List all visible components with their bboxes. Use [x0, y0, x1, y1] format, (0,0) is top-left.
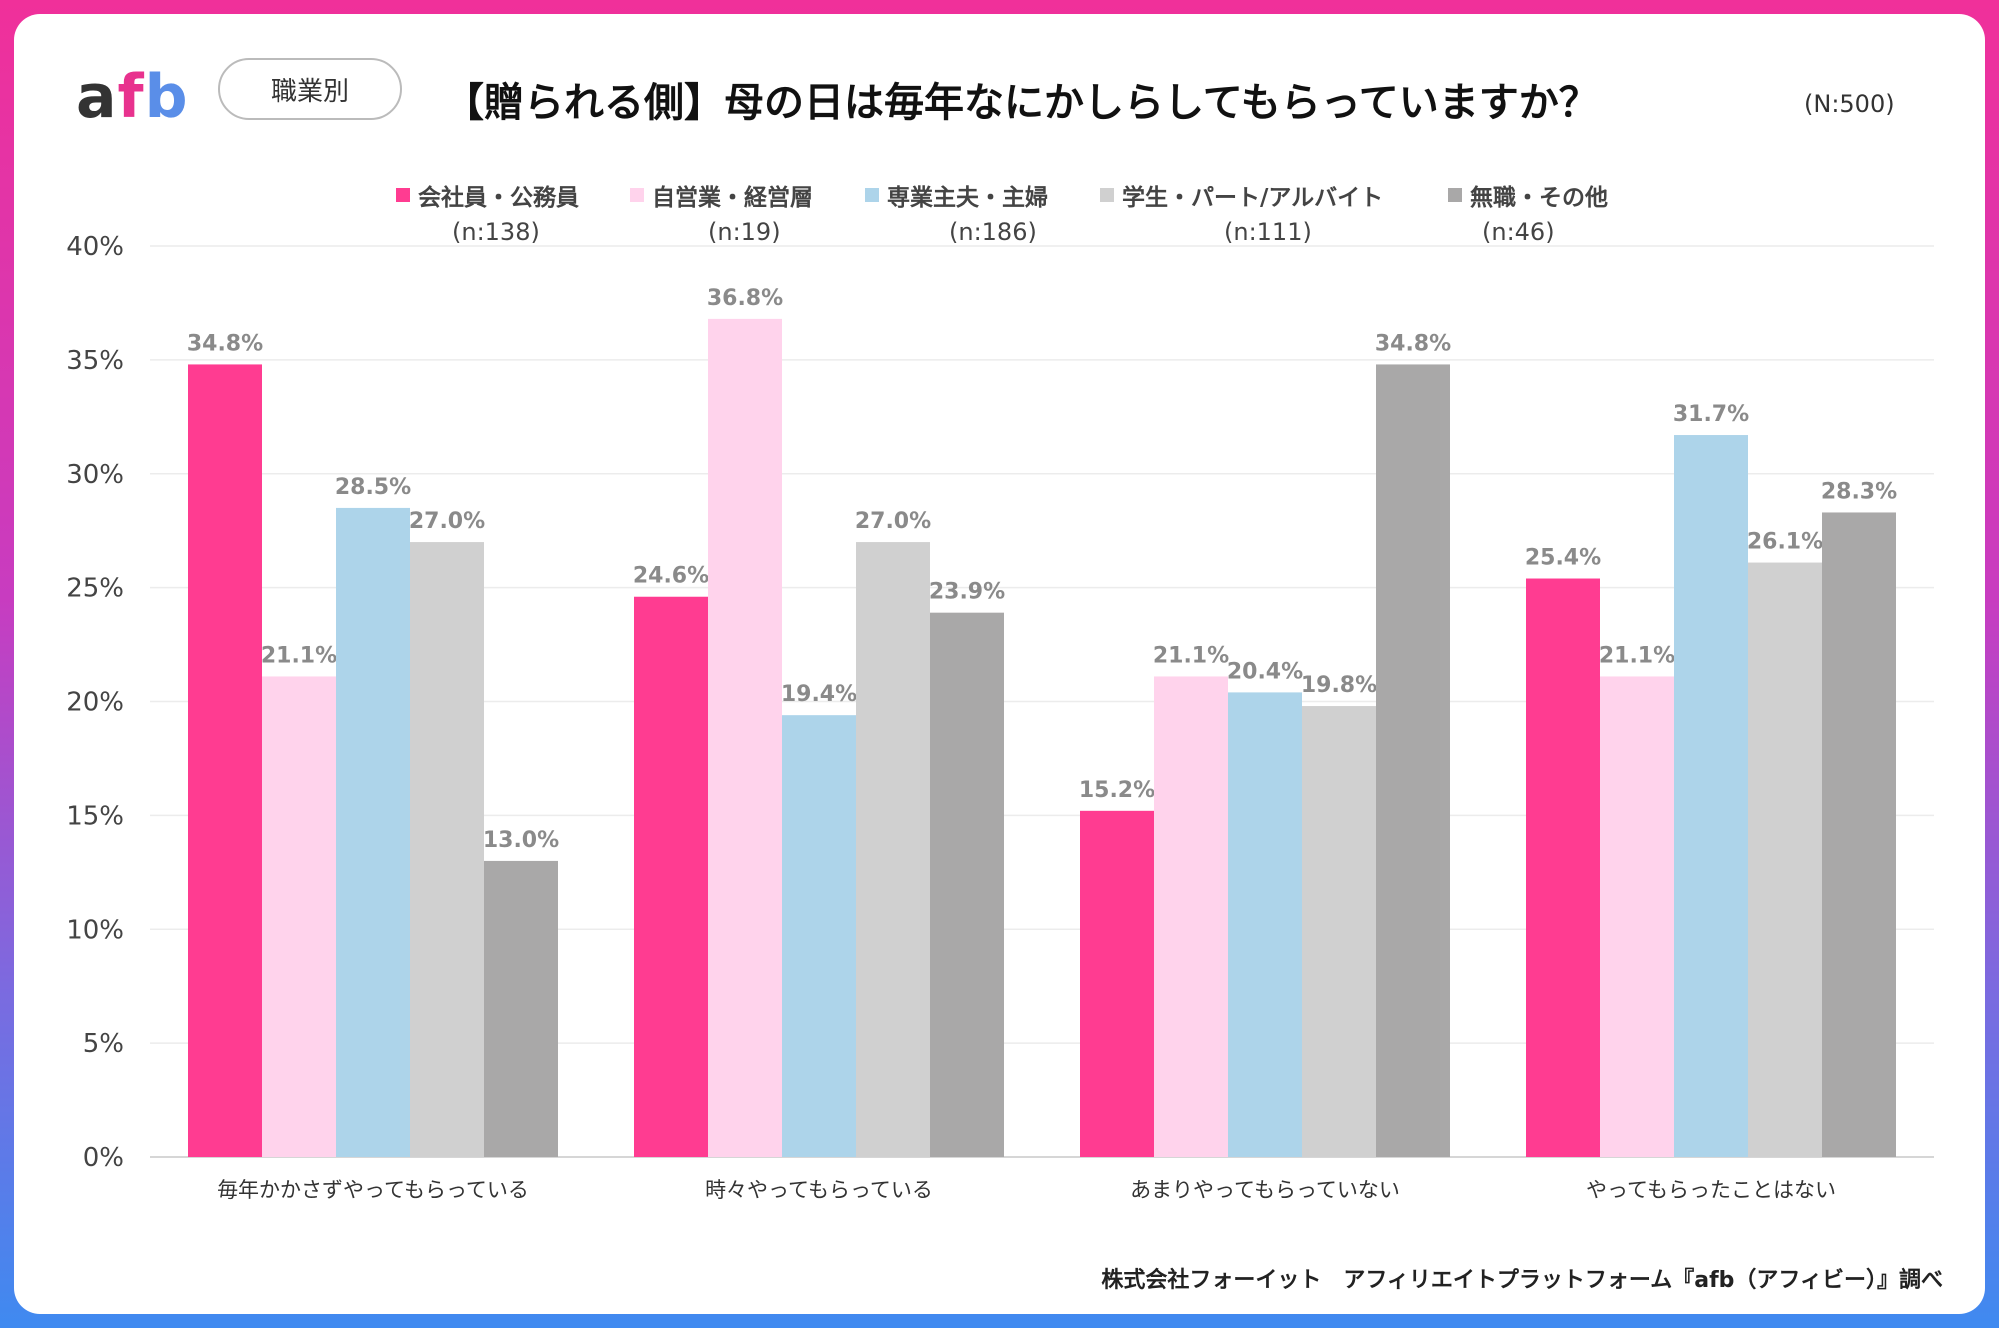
legend: 会社員・公務員 (n:138) 自営業・経営層 (n:19) 専業主夫・主婦 (… [14, 178, 1985, 258]
data-label: 21.1% [261, 643, 337, 668]
legend-label: 自営業・経営層 [652, 185, 813, 211]
y-tick-label: 0% [83, 1143, 124, 1173]
bar [484, 860, 558, 1157]
y-tick-label: 5% [83, 1029, 124, 1059]
afb-logo: afb [76, 62, 189, 132]
legend-item: 学生・パート/アルバイト (n:111) [1100, 178, 1384, 246]
bar [856, 542, 930, 1157]
legend-item: 会社員・公務員 (n:138) [396, 178, 579, 246]
y-tick-label: 35% [66, 346, 124, 376]
legend-n: (n:19) [708, 218, 781, 246]
bar [1748, 562, 1822, 1157]
y-tick-label: 30% [66, 460, 124, 490]
legend-swatch [1100, 188, 1114, 202]
legend-label: 会社員・公務員 [418, 185, 579, 211]
data-label: 23.9% [929, 580, 1005, 605]
legend-label: 無職・その他 [1470, 185, 1608, 211]
source-credit: 株式会社フォーイット アフィリエイトプラットフォーム『afb（アフィビー）』調べ [1101, 1268, 1943, 1293]
data-label: 28.3% [1821, 479, 1897, 504]
data-label: 27.0% [409, 509, 485, 534]
x-tick-label: あまりやってもらっていない [1130, 1178, 1400, 1202]
y-tick-label: 15% [66, 801, 124, 831]
legend-item: 無職・その他 (n:46) [1448, 178, 1608, 246]
data-label: 25.4% [1525, 546, 1601, 571]
data-label: 19.4% [781, 682, 857, 707]
data-label: 21.1% [1599, 643, 1675, 668]
data-label: 15.2% [1079, 778, 1155, 803]
bar [1080, 810, 1154, 1157]
data-label: 19.8% [1301, 673, 1377, 698]
bar [1674, 435, 1748, 1158]
bar [188, 364, 262, 1157]
y-tick-label: 10% [66, 915, 124, 945]
bar [1228, 692, 1302, 1157]
y-tick-label: 20% [66, 688, 124, 718]
bar [1154, 676, 1228, 1157]
bar [336, 507, 410, 1158]
bar [1376, 364, 1450, 1157]
data-label: 27.0% [855, 509, 931, 534]
x-tick-label: 毎年かかさずやってもらっている [217, 1178, 529, 1202]
data-label: 31.7% [1673, 402, 1749, 427]
legend-swatch [396, 188, 410, 202]
data-label: 34.8% [187, 331, 263, 356]
bar [410, 542, 484, 1157]
data-label: 24.6% [633, 564, 709, 589]
legend-n: (n:46) [1482, 218, 1555, 246]
bar [1600, 676, 1674, 1157]
bar [782, 715, 856, 1157]
bar [1302, 706, 1376, 1157]
bar [262, 676, 336, 1157]
legend-n: (n:111) [1224, 218, 1312, 246]
legend-swatch [865, 188, 879, 202]
bar [634, 596, 708, 1157]
data-label: 26.1% [1747, 530, 1823, 555]
y-tick-label: 25% [66, 574, 124, 604]
data-label: 20.4% [1227, 659, 1303, 684]
legend-n: (n:186) [949, 218, 1037, 246]
data-label: 13.0% [483, 828, 559, 853]
sample-size: (N:500) [1804, 90, 1895, 118]
chart-title: 【贈られる側】母の日は毎年なにかしらしてもらっていますか？ [444, 80, 1599, 126]
bar [1822, 512, 1896, 1157]
category-badge: 職業別 [218, 58, 402, 120]
legend-label: 学生・パート/アルバイト [1122, 185, 1384, 211]
legend-item: 自営業・経営層 (n:19) [630, 178, 813, 246]
legend-item: 専業主夫・主婦 (n:186) [865, 178, 1048, 246]
x-tick-label: 時々やってもらっている [705, 1178, 933, 1202]
bar [930, 612, 1004, 1157]
legend-swatch [630, 188, 644, 202]
legend-swatch [1448, 188, 1462, 202]
data-label: 21.1% [1153, 643, 1229, 668]
bar [1526, 578, 1600, 1157]
x-tick-label: やってもらったことはない [1586, 1178, 1836, 1202]
bar [708, 318, 782, 1157]
legend-label: 専業主夫・主婦 [887, 185, 1048, 211]
data-label: 34.8% [1375, 331, 1451, 356]
chart-card: afb 職業別 【贈られる側】母の日は毎年なにかしらしてもらっていますか？ (N… [14, 14, 1985, 1314]
data-label: 28.5% [335, 475, 411, 500]
legend-n: (n:138) [452, 218, 540, 246]
data-label: 36.8% [707, 286, 783, 311]
